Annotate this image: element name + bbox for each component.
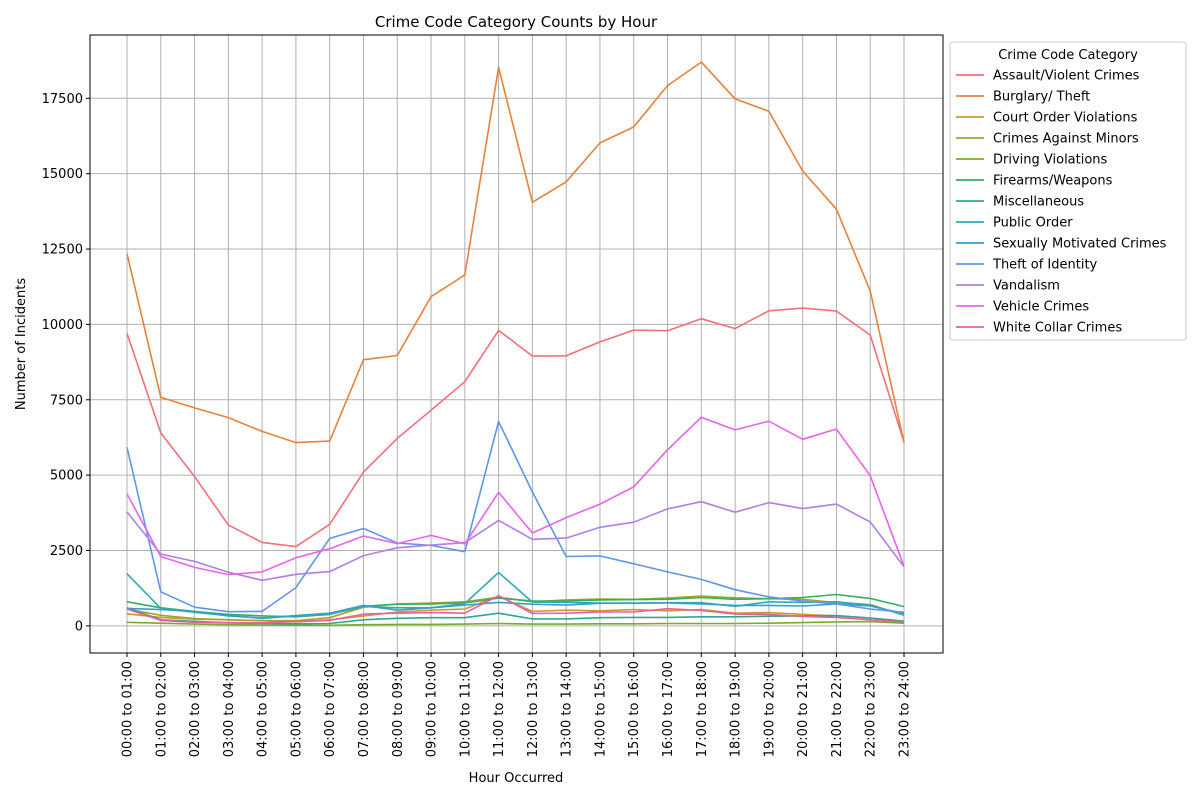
legend-entry-label: Burglary/ Theft	[993, 90, 1090, 105]
legend-entry-label: Vehicle Crimes	[993, 300, 1089, 315]
legend-entry-label: Driving Violations	[993, 153, 1108, 168]
x-tick-label: 17:00 to 18:00	[695, 661, 710, 757]
series-line	[126, 61, 905, 444]
x-tick-label: 06:00 to 07:00	[323, 661, 338, 757]
y-tick-label: 12500	[42, 243, 83, 258]
series-line	[126, 593, 905, 618]
x-tick-label: 21:00 to 22:00	[830, 661, 845, 757]
x-tick-label: 07:00 to 08:00	[357, 661, 372, 757]
series-line	[126, 500, 905, 582]
series-line	[126, 594, 905, 624]
legend-entry-label: Theft of Identity	[992, 258, 1098, 273]
x-tick-label: 01:00 to 02:00	[154, 661, 169, 757]
x-tick-label: 23:00 to 24:00	[898, 661, 913, 757]
legend-entry-label: Public Order	[993, 216, 1073, 231]
y-axis-ticks: 0 2500 5000 7500 10000 12500 15000 17500	[42, 92, 90, 634]
x-tick-label: 02:00 to 03:00	[188, 661, 203, 757]
legend-entry-label: Court Order Violations	[993, 111, 1138, 126]
x-tick-label: 20:00 to 21:00	[796, 661, 811, 757]
y-tick-label: 0	[75, 619, 83, 634]
series-line	[126, 420, 905, 614]
legend-entry-label: Miscellaneous	[993, 195, 1084, 210]
y-tick-label: 7500	[50, 393, 83, 408]
legend-entry-label: Crimes Against Minors	[993, 132, 1139, 147]
x-tick-label: 03:00 to 04:00	[222, 661, 237, 757]
series-line	[126, 620, 905, 627]
series-line	[126, 601, 905, 619]
x-axis-ticks: 00:00 to 01:00 01:00 to 02:00 02:00 to 03:…	[121, 653, 913, 757]
series-line	[126, 307, 905, 548]
x-tick-label: 00:00 to 01:00	[121, 661, 136, 757]
x-tick-label: 13:00 to 14:00	[560, 661, 575, 757]
x-tick-label: 04:00 to 05:00	[256, 661, 271, 757]
y-tick-label: 5000	[50, 469, 83, 484]
legend-box	[949, 41, 1187, 341]
legend-entry-label: Assault/Violent Crimes	[993, 69, 1140, 84]
legend-entry-label: Sexually Motivated Crimes	[993, 237, 1167, 252]
y-tick-label: 2500	[50, 544, 83, 559]
x-tick-label: 19:00 to 20:00	[762, 661, 777, 757]
series-lines	[126, 61, 905, 627]
legend-title: Crime Code Category	[998, 48, 1138, 63]
x-tick-label: 12:00 to 13:00	[526, 661, 541, 757]
x-tick-label: 16:00 to 17:00	[661, 661, 676, 757]
y-tick-label: 17500	[42, 92, 83, 107]
x-tick-label: 18:00 to 19:00	[729, 661, 744, 757]
x-tick-label: 10:00 to 11:00	[458, 661, 473, 757]
grid-lines	[90, 35, 943, 653]
x-tick-label: 22:00 to 23:00	[864, 661, 879, 757]
x-tick-label: 15:00 to 16:00	[627, 661, 642, 757]
x-tick-label: 11:00 to 12:00	[492, 661, 507, 757]
legend-entry-label: White Collar Crimes	[993, 321, 1122, 336]
legend-entry-label: Firearms/Weapons	[993, 174, 1113, 189]
x-tick-label: 05:00 to 06:00	[289, 661, 304, 757]
y-tick-label: 10000	[42, 318, 83, 333]
legend: Crime Code Category Assault/Violent Crim…	[949, 41, 1187, 341]
series-line	[126, 416, 905, 576]
legend-entry-label: Vandalism	[993, 279, 1060, 294]
x-tick-label: 09:00 to 10:00	[425, 661, 440, 757]
plot-frame	[89, 34, 944, 654]
x-tick-label: 08:00 to 09:00	[391, 661, 406, 757]
y-axis-label: Number of Incidents	[14, 278, 29, 410]
x-tick-label: 14:00 to 15:00	[593, 661, 608, 757]
chart-title: Crime Code Category Counts by Hour	[375, 13, 658, 31]
y-tick-label: 15000	[42, 167, 83, 182]
x-axis-label: Hour Occurred	[469, 771, 564, 786]
legend-items: Assault/Violent Crimes Burglary/ Theft Cou…	[956, 69, 1167, 336]
